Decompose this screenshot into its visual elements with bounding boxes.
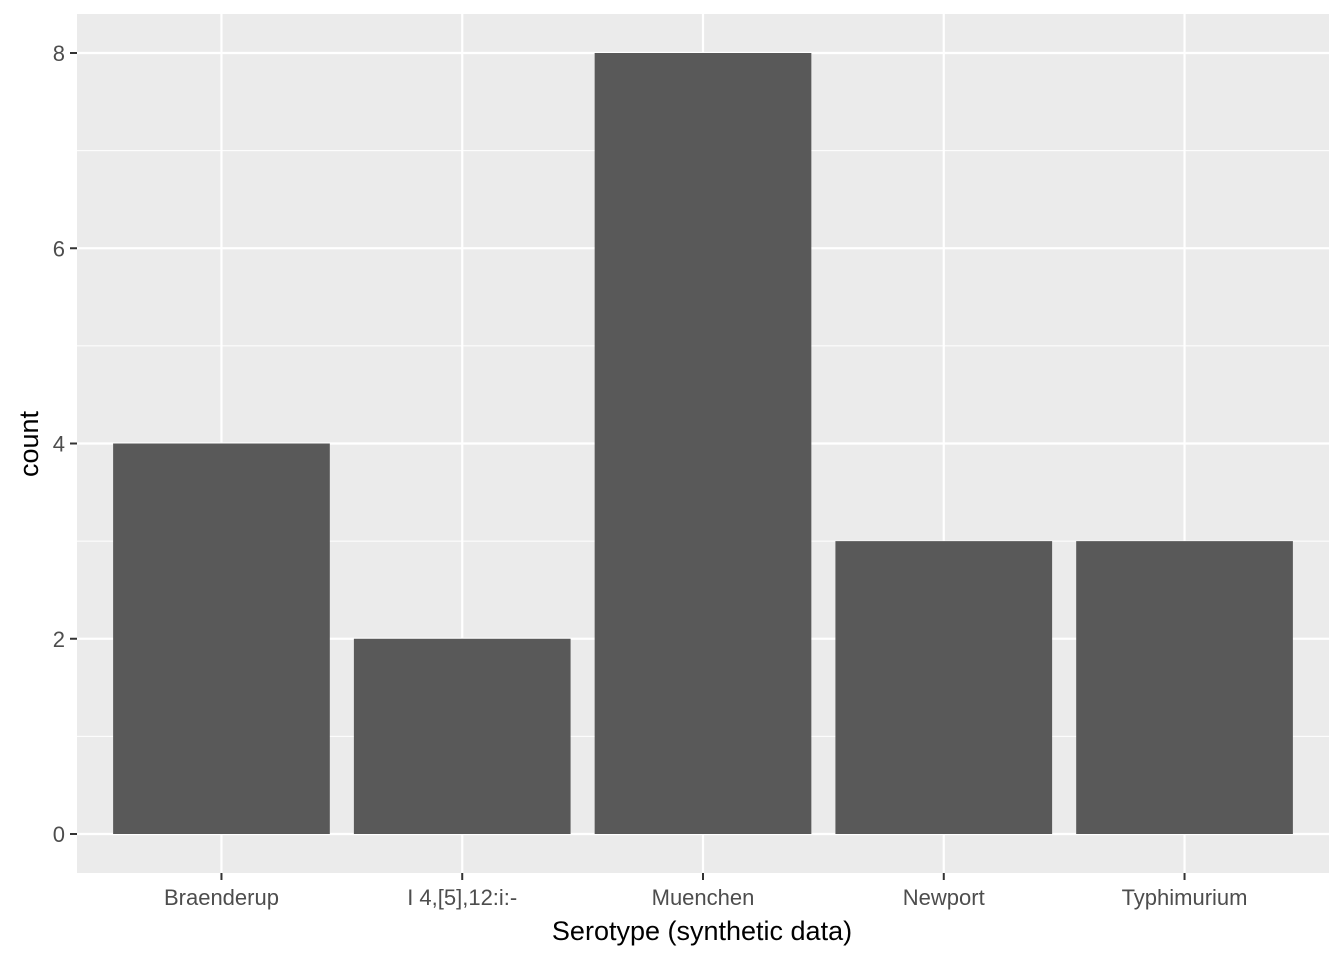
- x-axis: Braenderup I 4,[5],12:i:- Muenchen Newport T…: [164, 873, 1248, 910]
- y-tick-label: 2: [53, 627, 65, 652]
- x-tick-label: Muenchen: [652, 885, 755, 910]
- x-tick-label: Braenderup: [164, 885, 279, 910]
- y-axis-title: count: [14, 410, 44, 477]
- x-axis-title: Serotype (synthetic data): [552, 916, 852, 946]
- x-tick-label: Newport: [903, 885, 985, 910]
- y-tick-label: 6: [53, 236, 65, 261]
- bar: [113, 443, 330, 834]
- y-tick-label: 4: [53, 432, 65, 457]
- x-tick-label: I 4,[5],12:i:-: [407, 885, 517, 910]
- bars: [113, 53, 1293, 834]
- bar: [835, 541, 1053, 834]
- bar: [1076, 541, 1293, 834]
- x-tick-label: Typhimurium: [1122, 885, 1248, 910]
- bar: [594, 53, 812, 834]
- y-axis: 0 2 4 6 8: [53, 41, 77, 847]
- bar: [353, 638, 571, 834]
- y-tick-label: 8: [53, 41, 65, 66]
- y-tick-label: 0: [53, 822, 65, 847]
